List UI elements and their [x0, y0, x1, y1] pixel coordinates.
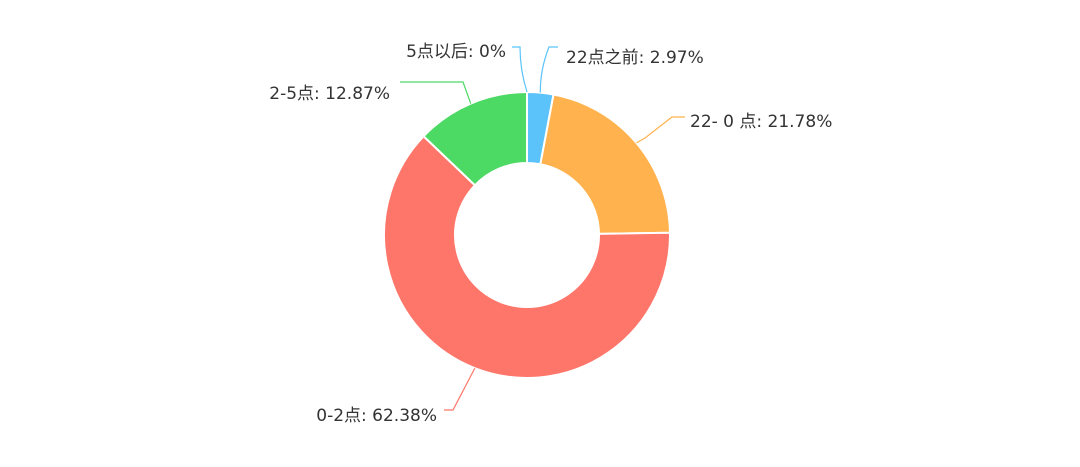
slice-label: 2-5点: 12.87% — [269, 84, 390, 104]
labels-layer: 22点之前: 2.97% 22- 0 点: 21.78% 0-2点: 62.38% 2… — [269, 42, 832, 426]
leader-line — [636, 116, 685, 144]
donut-slice[interactable] — [383, 134, 671, 379]
leader-lines-layer — [400, 46, 685, 411]
leader-line — [400, 81, 472, 104]
slice-label: 5点以后: 0% — [406, 42, 506, 62]
leader-line — [444, 367, 476, 411]
leader-line — [539, 46, 558, 93]
slice-label: 22- 0 点: 21.78% — [690, 112, 832, 132]
leader-line — [512, 46, 528, 93]
donut-slice[interactable] — [539, 93, 671, 235]
slice-label: 0-2点: 62.38% — [316, 406, 437, 426]
slices-layer — [383, 90, 671, 379]
slice-label: 22点之前: 2.97% — [566, 48, 704, 68]
